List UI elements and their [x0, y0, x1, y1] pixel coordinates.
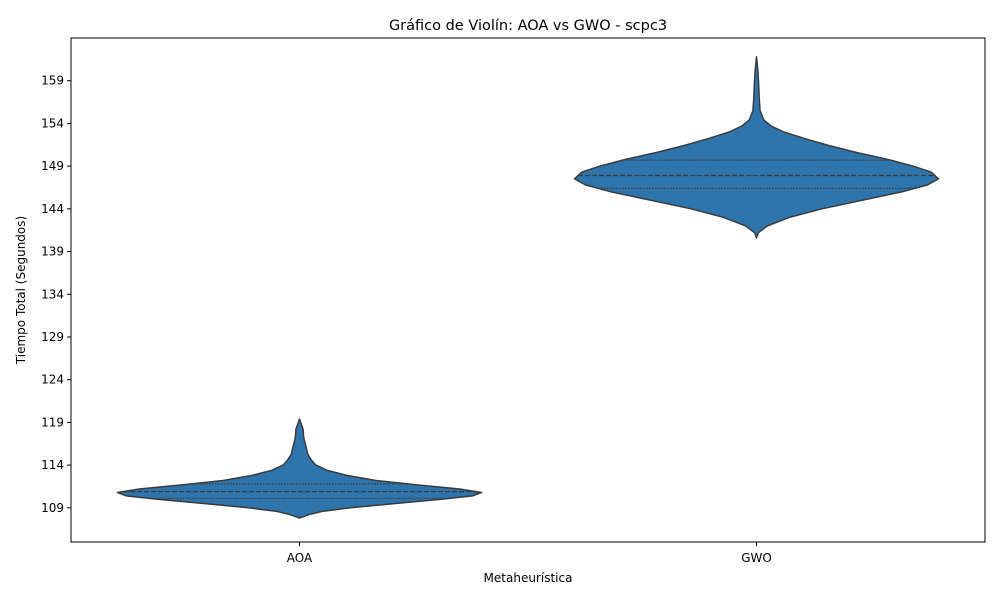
violin-body: [573, 56, 940, 239]
y-tick-label: 119: [41, 415, 64, 429]
x-axis-label: Metaheurística: [484, 571, 573, 585]
y-tick-label: 109: [41, 501, 64, 515]
y-tick-label: 134: [41, 287, 64, 301]
violin-aoa: [116, 418, 483, 519]
y-tick-label: 124: [41, 373, 64, 387]
y-axis-label: Tiempo Total (Segundos): [14, 216, 28, 365]
x-tick-label: AOA: [287, 551, 313, 565]
y-tick-label: 139: [41, 245, 64, 259]
y-tick-label: 144: [41, 202, 64, 216]
chart-title: Gráfico de Violín: AOA vs GWO - scpc3: [389, 18, 667, 34]
y-tick-label: 129: [41, 330, 64, 344]
axes-frame: [70, 37, 986, 543]
x-axis: AOA GWO: [287, 542, 772, 565]
y-tick-label: 154: [41, 116, 64, 130]
violin-body: [116, 418, 483, 519]
y-tick-label: 149: [41, 159, 64, 173]
y-axis: 109 114 119 124 129 134 139 144 149 154 159: [41, 74, 71, 515]
violin-gwo: [573, 56, 940, 239]
x-tick-label: GWO: [741, 551, 772, 565]
y-tick-label: 114: [41, 458, 64, 472]
y-tick-label: 159: [41, 74, 64, 88]
